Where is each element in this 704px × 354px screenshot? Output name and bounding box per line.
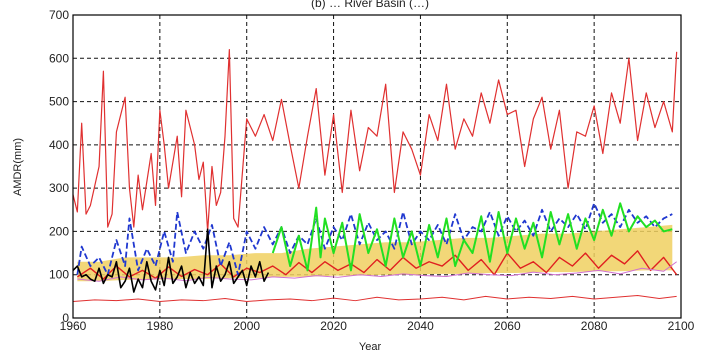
series-line-3 [76,250,678,280]
x-tick-label: 2100 [668,319,695,333]
x-tick-label: 2060 [494,319,521,333]
x-tick-label: 1960 [60,319,87,333]
y-tick-label: 300 [49,181,69,195]
x-tick-label: 2020 [320,319,347,333]
y-tick-label: 400 [49,138,69,152]
axis-ticks: 1960 1980 2000 2020 2040 2060 2080 2100 0 100 200 3… [49,8,695,333]
plot-frame [72,14,682,319]
series-line-1 [72,49,678,233]
y-tick-label: 200 [49,224,69,238]
chart-title: (b) … River Basin (…) [311,0,429,10]
y-tick-label: 700 [49,8,69,22]
series-line-2 [72,294,677,303]
series-line-6 [271,202,673,272]
y-tick-label: 600 [49,51,69,65]
x-axis-title: Year [359,341,382,353]
y-tick-label: 100 [49,268,69,282]
y-tick-label: 0 [62,311,69,325]
x-tick-label: 2080 [581,319,608,333]
x-tick-label: 2000 [233,319,260,333]
y-tick-label: 500 [49,95,69,109]
x-tick-label: 2040 [407,319,434,333]
series-line-7 [72,228,270,293]
series-line-4 [77,261,677,282]
y-axis-title: AMDR(mm) [12,138,24,196]
series-group [72,49,678,303]
x-tick-label: 1980 [147,319,174,333]
